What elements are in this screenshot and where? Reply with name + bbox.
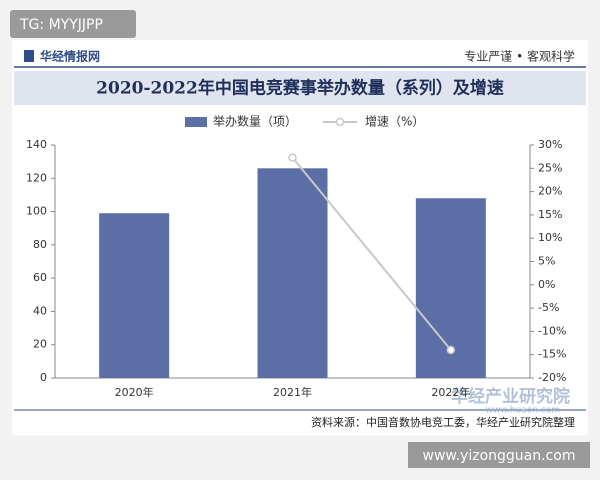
- brand: 华经情报网: [40, 49, 100, 64]
- y-tick-label: 20: [33, 338, 47, 351]
- x-tick-label: 2021年: [273, 385, 312, 399]
- x-tick-label: 2022年: [431, 385, 470, 399]
- y-tick-label: 40: [33, 304, 47, 317]
- y2-tick-label: 20%: [538, 185, 562, 198]
- source: 资料来源：中国音数协电竞工委，华经产业研究院整理: [311, 415, 575, 429]
- y2-tick-label: 30%: [538, 138, 562, 151]
- line-marker: [446, 345, 456, 355]
- watermark-name: 华经产业研究院: [451, 386, 570, 407]
- y2-tick-label: -20%: [538, 371, 566, 384]
- y-tick-label: 140: [26, 138, 47, 151]
- legend-swatch-marker: [335, 117, 345, 127]
- y-tick-label: 120: [26, 171, 47, 184]
- title-bar: [14, 71, 586, 105]
- bar: [99, 213, 170, 378]
- line-marker: [288, 153, 297, 162]
- line: [291, 156, 452, 351]
- badge: TG: MYYJJPP: [19, 17, 103, 33]
- y-tick-label: 60: [33, 271, 47, 284]
- y2-tick-label: 0%: [538, 278, 555, 291]
- badge-bg: [10, 10, 136, 38]
- footer-badge: www.yizongguan.com: [423, 448, 576, 464]
- y-tick-label: 0: [40, 371, 47, 384]
- slogan: 专业严谨 • 客观科学: [464, 49, 575, 64]
- legend-swatch: [185, 117, 207, 127]
- footer-badge-bg: [408, 442, 590, 468]
- y2-tick-label: -10%: [538, 324, 566, 337]
- x-tick-label: 2020年: [115, 385, 154, 399]
- y2-tick-label: 25%: [538, 161, 562, 174]
- logo: [24, 50, 34, 62]
- watermark-url: www.huaon.com: [486, 406, 560, 416]
- legend-label: 举办数量（项）: [213, 114, 297, 129]
- legend-label: 增速（%）: [365, 115, 424, 129]
- y2-tick-label: 5%: [538, 255, 555, 268]
- y-tick-label: 80: [33, 238, 47, 251]
- y2-tick-label: -5%: [538, 301, 559, 314]
- y2-tick-label: 10%: [538, 231, 562, 244]
- y2-tick-label: 15%: [538, 208, 562, 221]
- bar: [257, 168, 328, 378]
- y-tick-label: 100: [26, 205, 47, 218]
- chart-title: 2020-2022年中国电竞赛事举办数量（系列）及增速: [96, 78, 504, 99]
- y2-tick-label: -15%: [538, 348, 566, 361]
